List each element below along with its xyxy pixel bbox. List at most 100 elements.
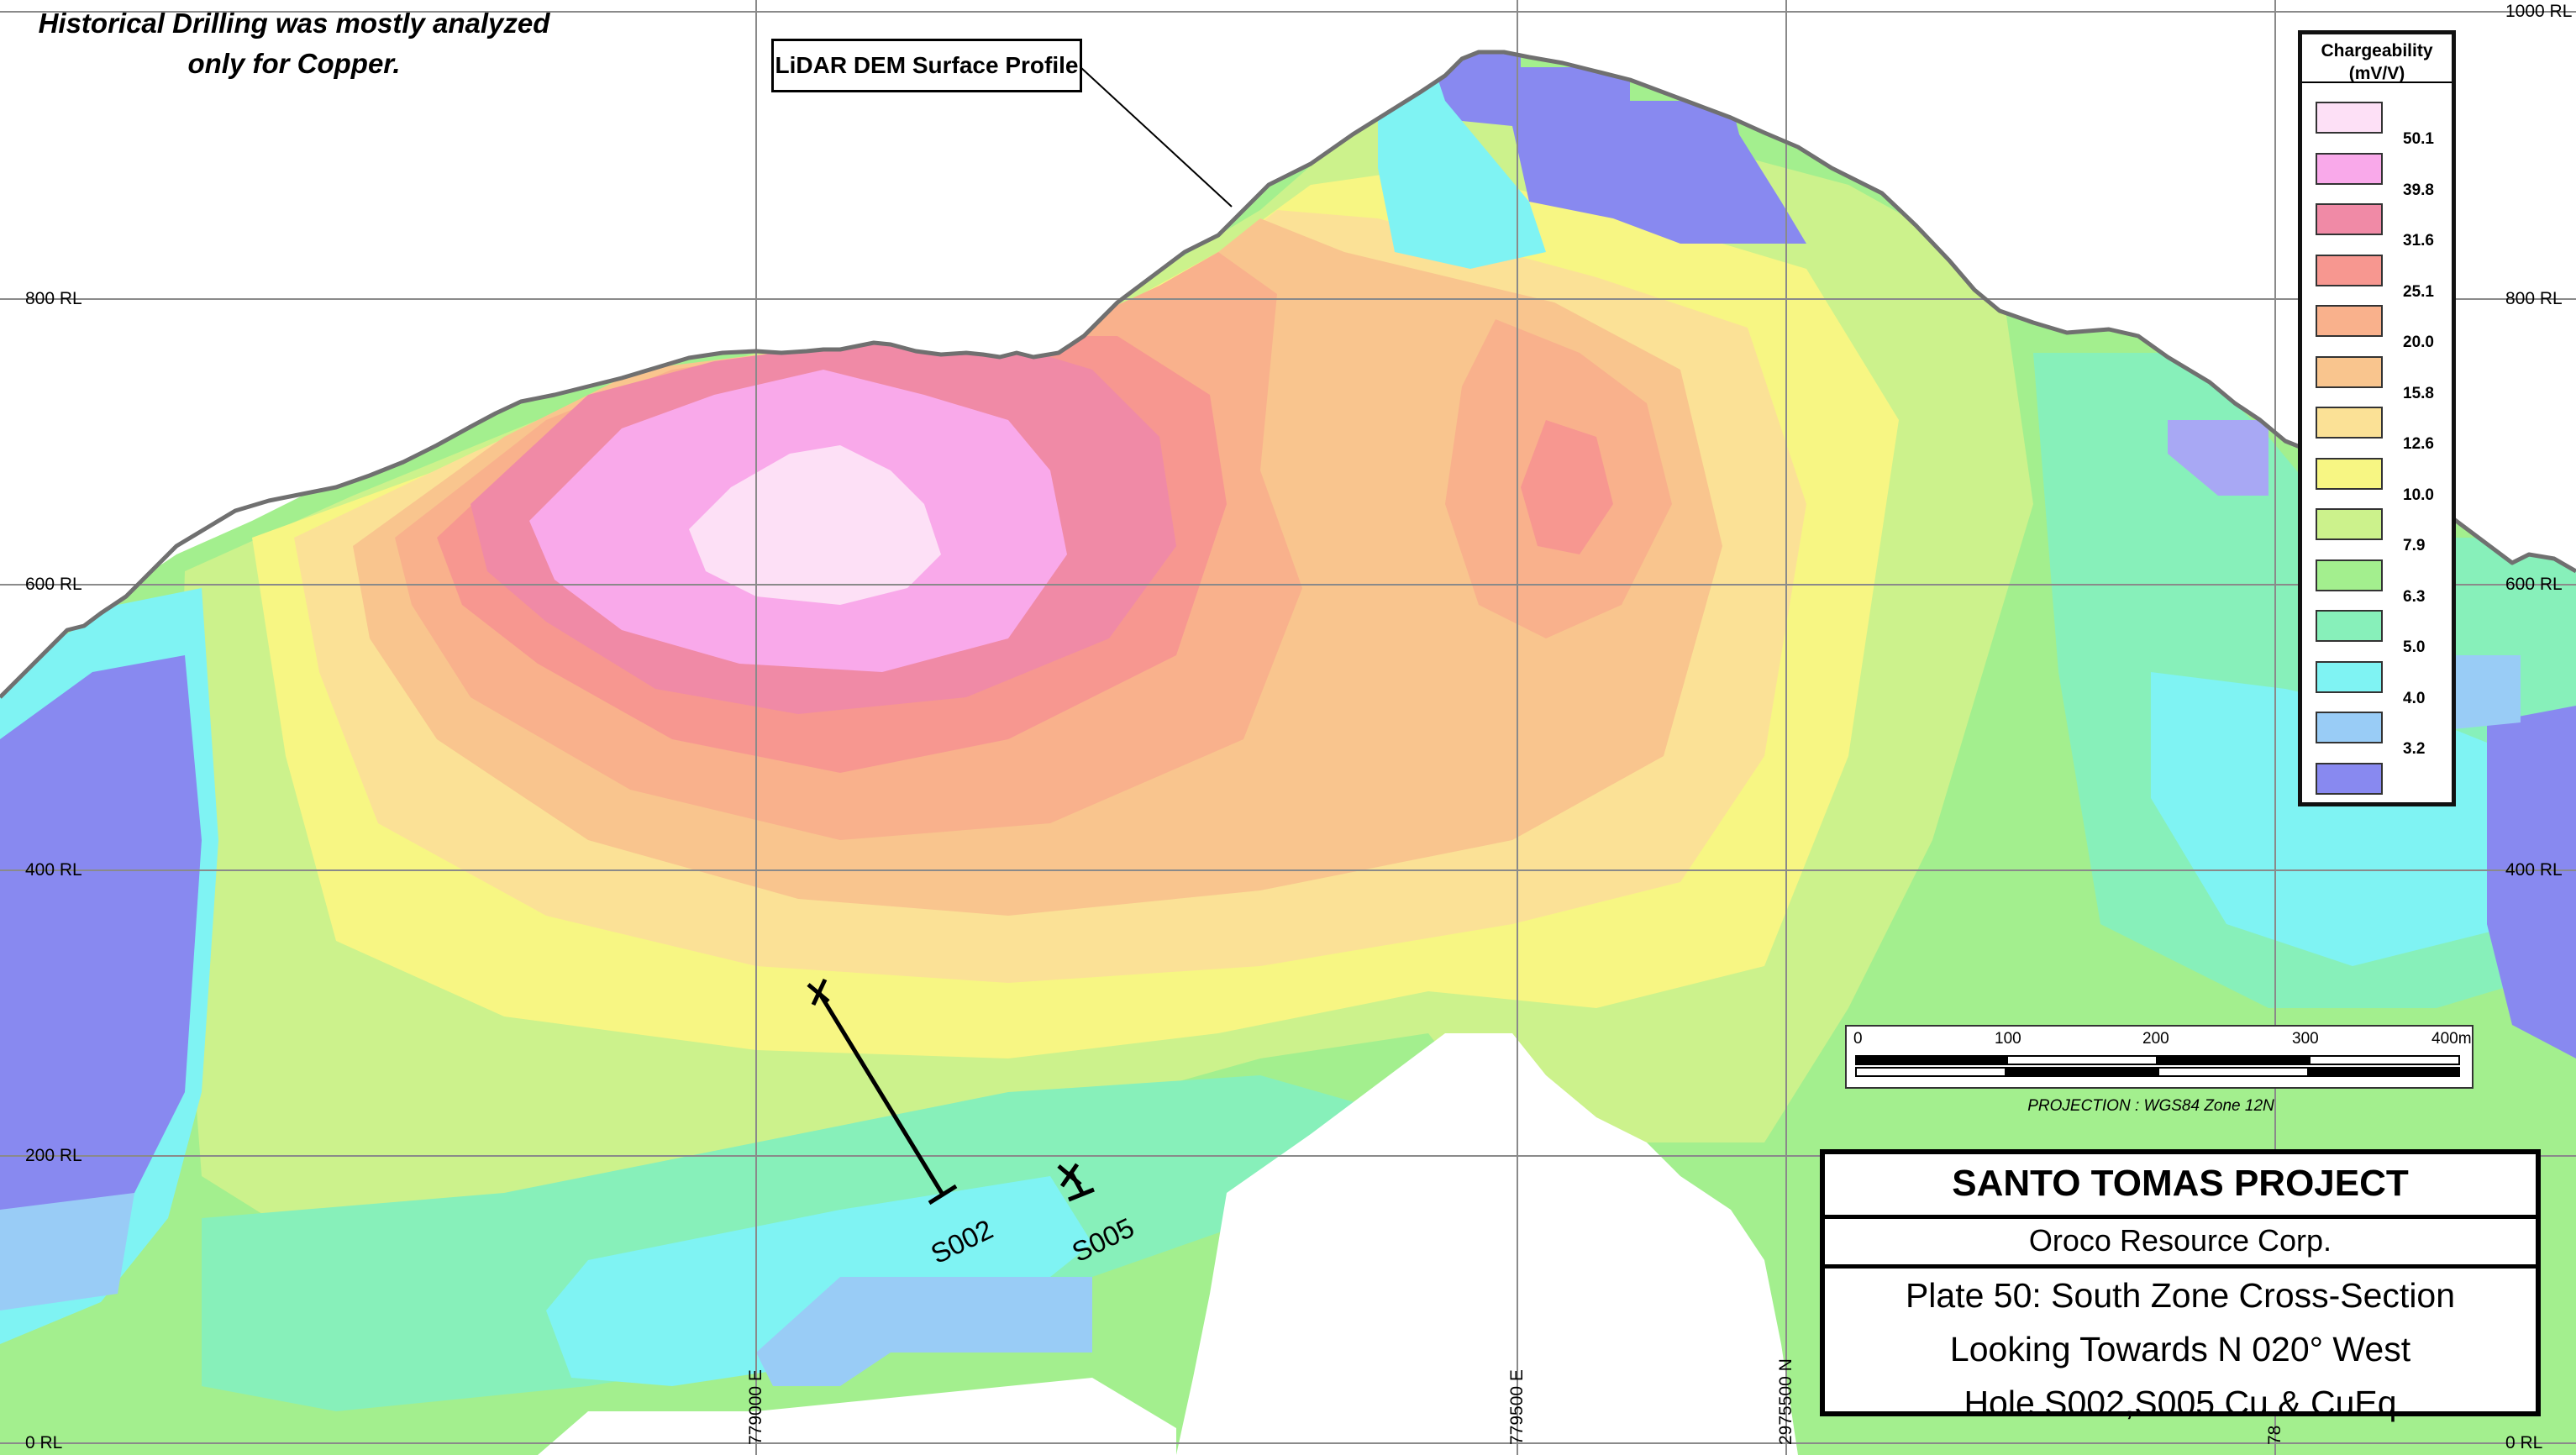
zone-right-25 <box>1521 420 1613 554</box>
rl-label-right-400: 400 RL <box>2505 860 2563 880</box>
legend-value: 50.1 <box>2403 130 2434 148</box>
title-block: SANTO TOMAS PROJECT Oroco Resource Corp.… <box>1820 1149 2541 1422</box>
chargeability-zones <box>0 30 2576 1455</box>
legend-swatch <box>2316 102 2383 134</box>
legend-row: 10.0 <box>2316 457 2450 508</box>
legend-row: 6.3 <box>2316 559 2450 610</box>
rl-label-left-800: 800 RL <box>25 289 82 308</box>
scale-seg-8 <box>2309 1067 2460 1077</box>
company-name: Oroco Resource Corp. <box>1825 1219 2536 1269</box>
projection-text: PROJECTION : WGS84 Zone 12N <box>2027 1097 2274 1115</box>
easting-label-779500: 779500 E <box>1507 1369 1527 1445</box>
rl-label-left-200: 200 RL <box>25 1146 82 1165</box>
legend-swatch <box>2316 660 2383 693</box>
legend-title-line1: Chargeability <box>2321 41 2433 60</box>
legend-swatch <box>2316 305 2383 337</box>
legend-value: 3.2 <box>2403 740 2426 758</box>
legend-value: 4.0 <box>2403 689 2426 707</box>
zone-50-1 <box>689 445 941 605</box>
plate-title: Plate 50: South Zone Cross-Section <box>1905 1276 2456 1315</box>
surface-profile-label: LiDAR DEM Surface Profile <box>771 39 1082 92</box>
scale-seg-2 <box>2006 1055 2158 1065</box>
legend-row: 39.8 <box>2316 152 2450 203</box>
legend-value: 12.6 <box>2403 435 2434 453</box>
legend-swatch <box>2316 203 2383 235</box>
legend-row: 3.2 <box>2316 712 2450 762</box>
legend-row: 15.8 <box>2316 355 2450 407</box>
legend-row: 12.6 <box>2316 407 2450 457</box>
zone-bottom-blue <box>756 1277 1092 1386</box>
legend-row: 20.0 <box>2316 305 2450 355</box>
legend-swatch <box>2316 457 2383 490</box>
legend-swatch <box>2316 762 2383 795</box>
legend-title-line2: (mV/V) <box>2348 64 2405 84</box>
legend-swatch <box>2316 712 2383 743</box>
legend-value: 15.8 <box>2403 384 2434 402</box>
legend-value: 25.1 <box>2403 282 2434 301</box>
scale-seg-6 <box>2006 1067 2158 1077</box>
rl-label-left-400: 400 RL <box>25 860 82 880</box>
view-direction: Looking Towards N 020° West <box>1949 1330 2411 1368</box>
rl-label-left-600: 600 RL <box>25 575 82 594</box>
sky-mask <box>0 0 2576 697</box>
drilling-note: Historical Drilling was mostly analyzed … <box>17 3 571 84</box>
northing-label-2975500: 2975500 N <box>1776 1358 1795 1445</box>
legend-value: 31.6 <box>2403 232 2434 250</box>
nodata-bottom-left <box>538 1378 1176 1455</box>
scale-bar: 0 100 200 300 400m <box>1845 1025 2473 1089</box>
legend-row: 25.1 <box>2316 254 2450 305</box>
scale-tick-200: 200 <box>2142 1030 2169 1048</box>
rl-label-right-0: 0 RL <box>2505 1433 2543 1452</box>
easting-label-779000: 779000 E <box>746 1369 765 1445</box>
drill-hole-s005 <box>1057 1163 1095 1202</box>
zone-bottom-cyan2 <box>546 1176 1092 1386</box>
scale-seg-4 <box>2309 1055 2460 1065</box>
legend-row <box>2316 762 2450 813</box>
scale-tick-0: 0 <box>1853 1030 1863 1048</box>
legend-value: 10.0 <box>2403 486 2434 504</box>
scale-tick-100: 100 <box>1995 1030 2021 1048</box>
zone-left-lightblue <box>0 1193 134 1311</box>
scale-seg-5 <box>1855 1067 2006 1077</box>
chargeability-legend: Chargeability (mV/V) 50.1 39.8 31.6 25.1 20.… <box>2298 30 2456 806</box>
scale-tick-300: 300 <box>2292 1030 2319 1048</box>
zone-left-blue <box>0 655 202 1260</box>
zone-right-lilac <box>2168 420 2268 496</box>
scale-seg-3 <box>2158 1055 2309 1065</box>
drill-hole-s002 <box>807 978 958 1205</box>
scale-seg-7 <box>2158 1067 2309 1077</box>
legend-swatch <box>2316 610 2383 642</box>
drilling-note-line1: Historical Drilling was mostly analyzed <box>38 8 550 39</box>
lidar-surface-profile <box>0 50 2576 699</box>
project-title: SANTO TOMAS PROJECT <box>1825 1154 2536 1219</box>
legend-swatch <box>2316 559 2383 591</box>
legend-row: 7.9 <box>2316 508 2450 559</box>
legend-swatch <box>2316 508 2383 540</box>
scale-tick-400m: 400m <box>2431 1030 2472 1048</box>
legend-row: 4.0 <box>2316 660 2450 712</box>
legend-swatch <box>2316 254 2383 286</box>
legend-swatch <box>2316 407 2383 439</box>
legend-row: 31.6 <box>2316 203 2450 254</box>
legend-row: 50.1 <box>2316 102 2450 152</box>
legend-swatch <box>2316 355 2383 388</box>
nodata-bottom <box>1176 1033 1798 1455</box>
rl-label-right-800: 800 RL <box>2505 289 2563 308</box>
scale-seg-1 <box>1855 1055 2006 1065</box>
zone-top-blue <box>1412 30 1806 244</box>
zone-right-lightblue <box>2437 655 2521 731</box>
label-leader-line <box>1080 66 1233 207</box>
zone-right-blue <box>2487 706 2576 1058</box>
drilling-note-line2: only for Copper. <box>187 47 401 79</box>
legend-value: 39.8 <box>2403 181 2434 199</box>
rl-label-right-600: 600 RL <box>2505 575 2563 594</box>
legend-row: 5.0 <box>2316 610 2450 660</box>
hole-description: Hole S002,S005 Cu & CuEq <box>1964 1384 2397 1422</box>
zone-top-cyan <box>1378 50 1546 269</box>
rl-label-right-1000: 1000 RL <box>2505 2 2573 21</box>
legend-value: 20.0 <box>2403 334 2434 351</box>
rl-label-left-0: 0 RL <box>25 1433 63 1452</box>
legend-swatch <box>2316 152 2383 185</box>
